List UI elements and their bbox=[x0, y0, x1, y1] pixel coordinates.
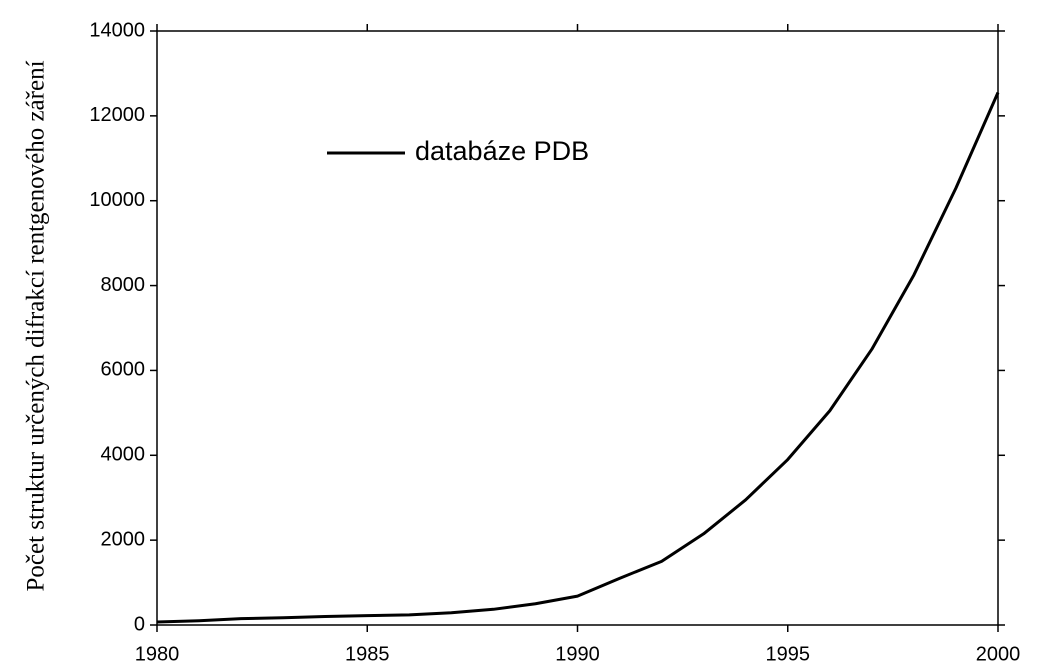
x-tick-label: 2000 bbox=[976, 643, 1021, 665]
y-tick-label: 6000 bbox=[101, 359, 146, 381]
x-tick-label: 1995 bbox=[766, 643, 811, 665]
y-tick-label: 12000 bbox=[89, 104, 145, 126]
x-tick-label: 1985 bbox=[345, 643, 390, 665]
x-tick-label: 1990 bbox=[555, 643, 600, 665]
y-tick-label: 8000 bbox=[101, 274, 146, 296]
y-tick-label: 10000 bbox=[89, 189, 145, 211]
y-tick-label: 4000 bbox=[101, 444, 146, 466]
y-tick-label: 0 bbox=[134, 613, 145, 635]
legend-label: databáze PDB bbox=[415, 136, 589, 166]
y-tick-label: 14000 bbox=[89, 19, 145, 41]
data-line bbox=[156, 91, 1000, 624]
x-tick-label: 1980 bbox=[135, 643, 180, 665]
y-axis-label: Počet struktur určených difrakcí rentgen… bbox=[23, 60, 50, 591]
plot-frame bbox=[156, 30, 999, 626]
y-tick-label: 2000 bbox=[101, 528, 146, 550]
